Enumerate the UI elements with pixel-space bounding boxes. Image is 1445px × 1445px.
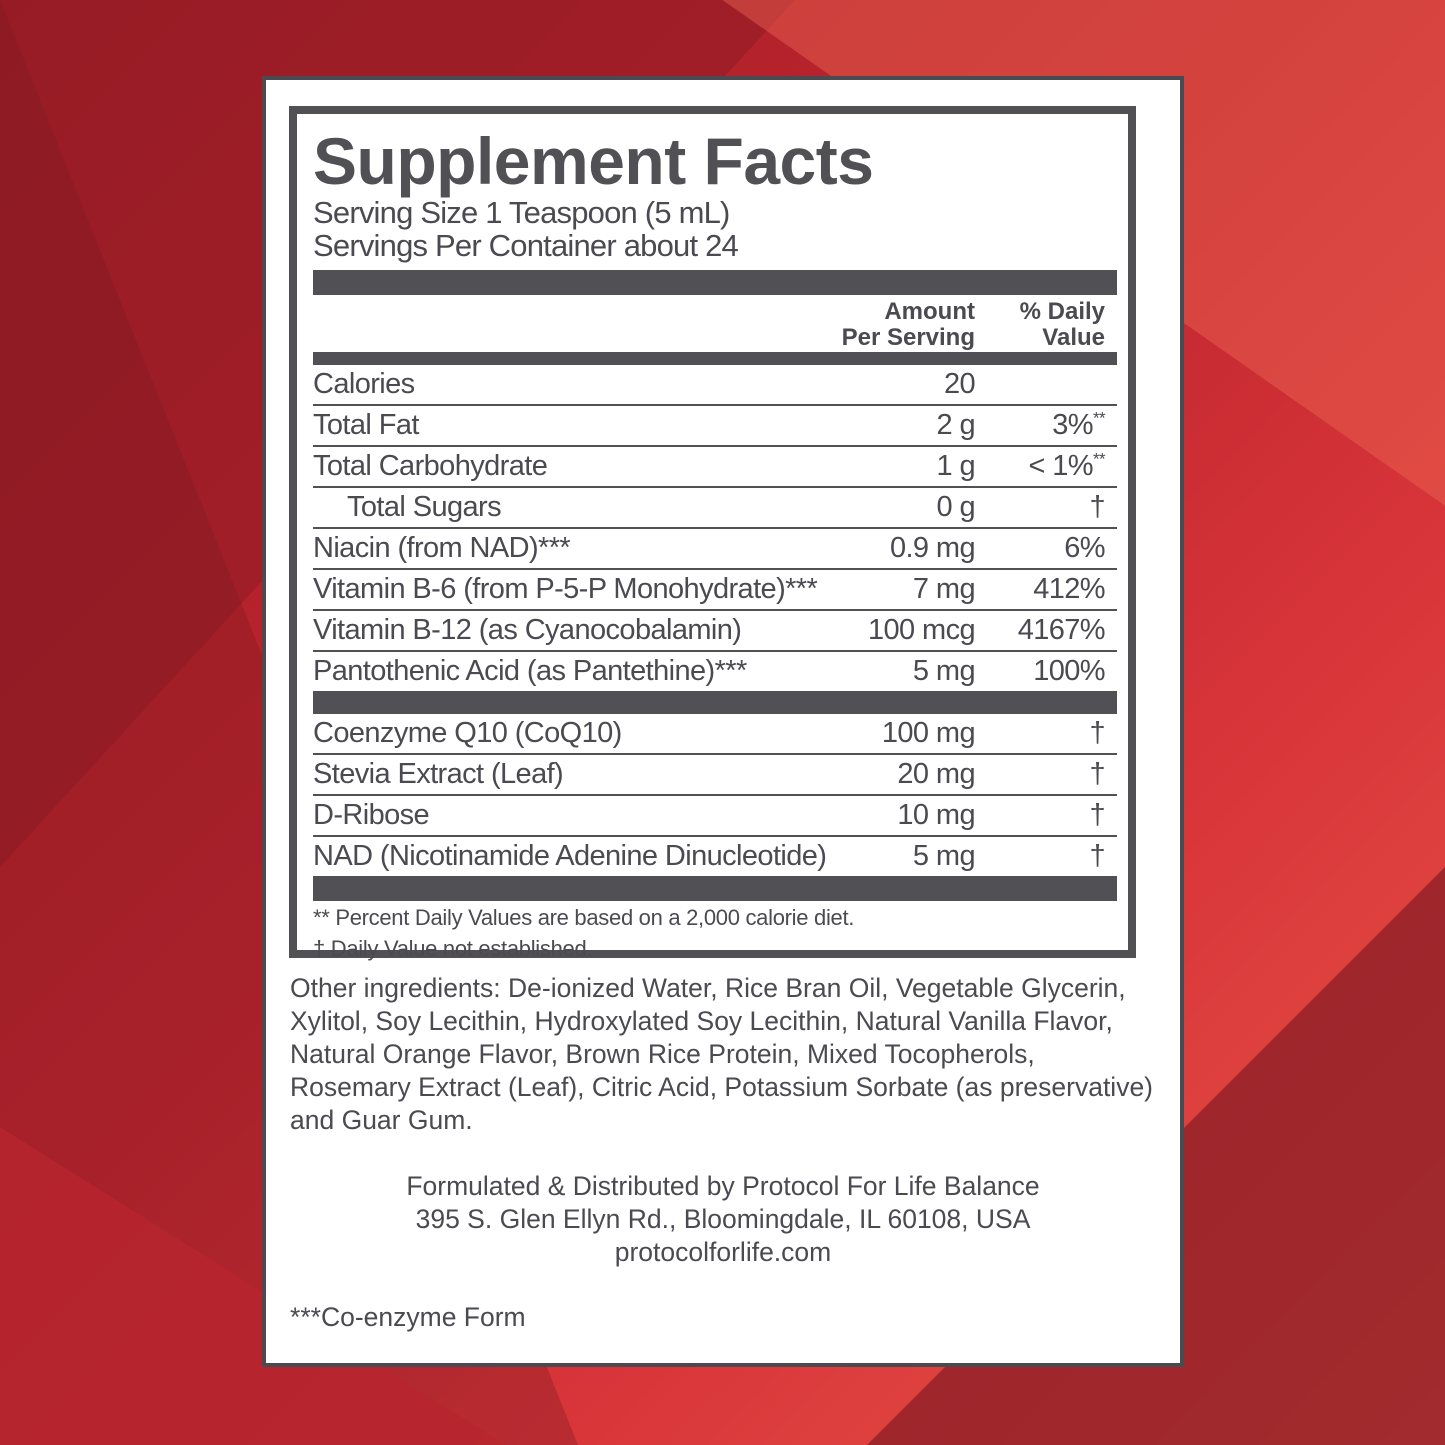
nutrient-row: Total Fat 2 g 3%** — [313, 406, 1117, 447]
nutrient-amount: 5 mg — [912, 840, 976, 872]
nutrient-dv: † — [1089, 837, 1105, 875]
divider-bar — [313, 270, 1117, 295]
nutrient-dv: 6% — [1064, 529, 1105, 567]
footnote: † Daily Value not established. — [313, 936, 593, 961]
nutrient-row: Coenzyme Q10 (CoQ10) 100 mg † — [313, 714, 1117, 755]
dv-header-line2: Value — [1042, 324, 1105, 351]
nutrient-dv: † — [1089, 488, 1105, 526]
nutrient-amount: 0 g — [936, 491, 975, 523]
amount-header: Amount — [884, 298, 975, 325]
nutrient-name: Vitamin B-12 (as Cyanocobalamin) — [313, 614, 742, 646]
dv-value: 3% — [1052, 409, 1093, 441]
nutrient-dv: † — [1089, 714, 1105, 752]
nutrient-name: Total Carbohydrate — [313, 450, 548, 482]
dv-footnote-mark: ** — [1092, 449, 1106, 469]
nutrient-amount: 20 — [943, 368, 976, 400]
nutrient-row: NAD (Nicotinamide Adenine Dinucleotide) … — [313, 837, 1117, 876]
nutrient-row: Stevia Extract (Leaf) 20 mg † — [313, 755, 1117, 796]
nutrient-name: Total Fat — [313, 409, 419, 441]
nutrient-row: Vitamin B-12 (as Cyanocobalamin) 100 mcg… — [313, 611, 1117, 652]
supplement-facts-panel: Supplement Facts Serving Size 1 Teaspoon… — [289, 106, 1136, 961]
nutrient-amount: 2 g — [936, 409, 975, 441]
distributor-website: protocolforlife.com — [614, 1237, 832, 1267]
distributor-info: Formulated & Distributed by Protocol For… — [266, 1170, 1180, 1269]
dv-value: † — [1089, 758, 1105, 790]
nutrient-amount: 7 mg — [912, 573, 976, 605]
nutrient-name: Calories — [313, 368, 415, 400]
nutrient-amount: 100 mcg — [867, 614, 976, 646]
dv-value: † — [1089, 799, 1105, 831]
nutrient-name: D-Ribose — [313, 799, 430, 831]
servings-per-container: Servings Per Container about 24 — [313, 228, 739, 263]
nutrient-amount: 20 mg — [897, 758, 975, 790]
divider-bar — [313, 691, 1117, 714]
nutrient-dv: 4167% — [1017, 611, 1106, 649]
nutrient-amount: 100 mg — [881, 717, 976, 749]
nutrient-row: Total Sugars 0 g † — [313, 488, 1117, 529]
nutrient-dv: 3%** — [1052, 406, 1105, 444]
dv-value: 412% — [1033, 573, 1105, 605]
dv-footnote-mark: ** — [1092, 408, 1106, 428]
nutrient-dv: 412% — [1033, 570, 1105, 608]
nutrient-dv: 100% — [1033, 652, 1105, 690]
dv-value: † — [1089, 491, 1105, 523]
nutrient-row: Vitamin B-6 (from P-5-P Monohydrate)*** … — [313, 570, 1117, 611]
nutrient-amount: 10 mg — [897, 799, 975, 831]
nutrient-dv: † — [1089, 796, 1105, 834]
dv-value: 4167% — [1017, 614, 1106, 646]
amount-header-line2: Per Serving — [841, 324, 975, 351]
dv-value: † — [1089, 840, 1105, 872]
nutrient-amount: 1 g — [936, 450, 975, 482]
panel-title: Supplement Facts — [313, 124, 874, 198]
nutrient-row: Niacin (from NAD)*** 0.9 mg 6% — [313, 529, 1117, 570]
label-card: Supplement Facts Serving Size 1 Teaspoon… — [262, 76, 1184, 1367]
dv-value: 100% — [1033, 655, 1105, 687]
nutrient-dv: < 1%** — [1028, 447, 1105, 485]
coenzyme-note: ***Co-enzyme Form — [290, 1302, 526, 1332]
dv-header: % Daily — [1019, 298, 1105, 325]
nutrient-name: NAD (Nicotinamide Adenine Dinucleotide) — [313, 840, 827, 872]
dv-value: < 1% — [1028, 450, 1093, 482]
nutrient-amount: 5 mg — [912, 655, 976, 687]
distributor-address: 395 S. Glen Ellyn Rd., Bloomingdale, IL … — [415, 1204, 1031, 1234]
serving-size: Serving Size 1 Teaspoon (5 mL) — [313, 195, 730, 230]
column-headers: Amount Per Serving % Daily Value — [313, 295, 1117, 352]
nutrient-row: D-Ribose 10 mg † — [313, 796, 1117, 837]
nutrient-name: Stevia Extract (Leaf) — [313, 758, 564, 790]
divider-bar — [313, 876, 1117, 901]
nutrient-row: Total Carbohydrate 1 g < 1%** — [313, 447, 1117, 488]
dv-value: 6% — [1064, 532, 1105, 564]
nutrient-name: Pantothenic Acid (as Pantethine)*** — [313, 655, 747, 687]
nutrient-name: Vitamin B-6 (from P-5-P Monohydrate)*** — [313, 573, 818, 605]
dv-value: † — [1089, 717, 1105, 749]
nutrient-name: Coenzyme Q10 (CoQ10) — [313, 717, 622, 749]
nutrient-name: Niacin (from NAD)*** — [313, 532, 571, 564]
other-ingredients: Other ingredients: De-ionized Water, Ric… — [290, 973, 1154, 1135]
nutrient-dv: † — [1089, 755, 1105, 793]
nutrient-name: Total Sugars — [347, 491, 502, 523]
nutrient-row: Pantothenic Acid (as Pantethine)*** 5 mg… — [313, 652, 1117, 691]
nutrient-amount: 0.9 mg — [889, 532, 976, 564]
divider-bar — [313, 352, 1117, 365]
footnote: ** Percent Daily Values are based on a 2… — [313, 905, 855, 930]
distributor-line: Formulated & Distributed by Protocol For… — [406, 1171, 1040, 1201]
nutrient-row: Calories 20 — [313, 365, 1117, 406]
